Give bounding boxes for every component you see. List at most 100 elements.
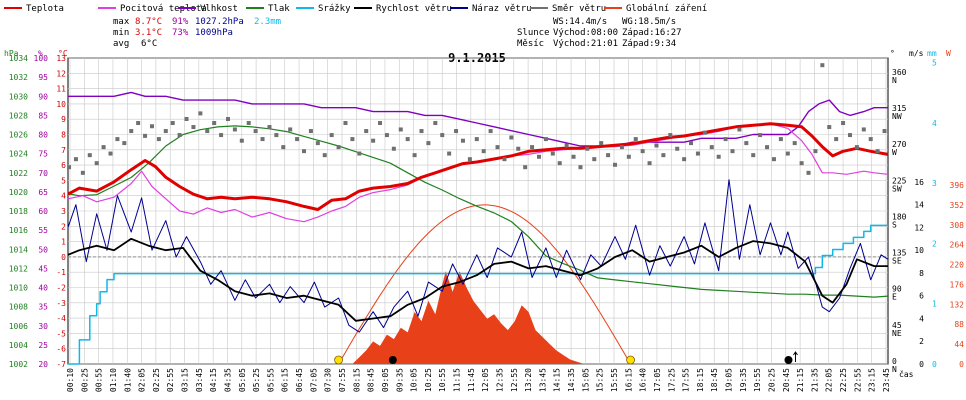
wind-direction-point: [613, 162, 618, 167]
dir-tick-label: 90: [892, 285, 902, 294]
wind-direction-point: [841, 121, 846, 126]
wind-direction-point: [827, 125, 832, 130]
legend-label-feels_like: Pocitová teplota: [120, 4, 207, 14]
pct-tick-label: 95: [38, 73, 48, 82]
wind-direction-point: [384, 133, 389, 138]
wind-direction-point: [94, 161, 99, 166]
wind-direction-point: [419, 129, 424, 134]
wind-direction-point: [543, 137, 548, 142]
stats-block: max 8.7°C 91% 1027.2hPa 2.3mm min 3.1°C …: [113, 17, 281, 49]
pct-tick-label: 85: [38, 111, 48, 120]
hpa-tick-label: 1004: [9, 341, 28, 350]
wind-direction-point: [488, 129, 493, 134]
time-tick-label: 12:35: [495, 368, 504, 392]
wind-direction-point: [847, 133, 852, 138]
wind-direction-point: [336, 145, 341, 150]
stat-max-press: 1027.2hPa: [195, 17, 244, 27]
ms-tick-label: 2: [919, 337, 924, 346]
wind-direction-point: [536, 154, 541, 159]
time-tick-label: 18:15: [696, 368, 705, 392]
hpa-tick-label: 1014: [9, 245, 28, 254]
wind-direction-point: [274, 133, 279, 138]
wind-direction-point: [585, 146, 590, 151]
wind-direction-point: [875, 149, 880, 154]
wind-direction-point: [405, 137, 410, 142]
wind-direction-point: [751, 153, 756, 158]
mm-tick-label: 0: [932, 360, 937, 369]
wind-direction-point: [108, 151, 113, 156]
pct-tick-label: 45: [38, 264, 48, 273]
wind-direction-point: [861, 127, 866, 132]
temperature-line: [67, 122, 889, 211]
hpa-tick-label: 1020: [9, 188, 28, 197]
hpa-tick-label: 1032: [9, 73, 28, 82]
time-tick-label: 23:15: [868, 368, 877, 392]
pressure-line: [67, 125, 889, 298]
temp-tick-label: 0: [61, 253, 66, 262]
time-tick-label: 19:55: [753, 368, 762, 392]
wind-direction-point: [709, 145, 714, 150]
wind-direction-point: [454, 129, 459, 134]
legend-label-temperature: Teplota: [26, 4, 64, 14]
temp-tick-label: 4: [61, 192, 66, 201]
legend-label-humidity: Vlhkost: [200, 4, 238, 14]
hpa-unit-label: hPa: [4, 49, 19, 58]
wind-direction-point: [737, 127, 742, 132]
moonrise-arrow-head: [793, 351, 798, 356]
time-tick-label: 19:35: [739, 368, 748, 392]
time-tick-label: 03:45: [195, 368, 204, 392]
wind-direction-point: [433, 121, 438, 126]
wind-direction-point: [578, 165, 583, 170]
dir-tick-name: S: [892, 220, 897, 229]
time-tick-label: 15:25: [596, 368, 605, 392]
wind-direction-point: [191, 125, 196, 130]
temp-tick-label: 1: [61, 238, 66, 247]
pct-tick-label: 55: [38, 226, 48, 235]
wind-direction-point: [765, 145, 770, 150]
ms-tick-label: 4: [919, 314, 924, 323]
mm-tick-label: 4: [932, 119, 937, 128]
pct-tick-label: 40: [38, 284, 48, 293]
wind-direction-point: [619, 145, 624, 150]
time-tick-label: 00:25: [80, 368, 89, 392]
wind-direction-point: [882, 129, 887, 134]
wind-direction-point: [758, 133, 763, 138]
wind-direction-point: [771, 157, 776, 162]
time-tick-label: 08:15: [352, 368, 361, 392]
dir-tick-label: 135: [892, 249, 907, 258]
wind-direction-point: [143, 133, 148, 138]
dir-tick-label: 360: [892, 68, 907, 77]
stat-max-label: max: [113, 17, 130, 27]
wind-direction-point: [495, 145, 500, 150]
time-tick-label: 22:25: [839, 368, 848, 392]
time-tick-label: 15:05: [581, 368, 590, 392]
time-tick-label: 06:45: [295, 368, 304, 392]
rad-tick-label: 352: [950, 201, 965, 210]
wind-direction-point: [391, 146, 396, 151]
ms-tick-label: 16: [914, 178, 924, 187]
wind-direction-point: [481, 149, 486, 154]
hpa-tick-label: 1026: [9, 131, 28, 140]
temp-tick-label: 7: [61, 146, 66, 155]
wind-direction-point: [343, 121, 348, 126]
legend-label-wind_gust: Náraz větru: [472, 4, 532, 14]
time-tick-label: 14:15: [553, 368, 562, 392]
time-tick-label: 21:15: [796, 368, 805, 392]
wind-direction-point: [854, 145, 859, 150]
wind-direction-point: [820, 63, 825, 68]
wind-direction-point: [599, 141, 604, 146]
time-tick-label: 11:45: [467, 368, 476, 392]
time-tick-label: 20:45: [782, 368, 791, 392]
pct-tick-label: 100: [34, 54, 49, 63]
time-tick-label: 01:10: [109, 368, 118, 392]
pct-tick-label: 75: [38, 150, 48, 159]
wind-direction-point: [260, 137, 265, 142]
dir-tick-label: 180: [892, 212, 907, 221]
wind-direction-point: [295, 137, 300, 142]
rad-tick-label: 176: [950, 280, 965, 289]
time-tick-label: 17:55: [682, 368, 691, 392]
wind-direction-point: [640, 149, 645, 154]
ms-unit-label: m/s: [909, 49, 924, 58]
wind-direction-point: [129, 129, 134, 134]
